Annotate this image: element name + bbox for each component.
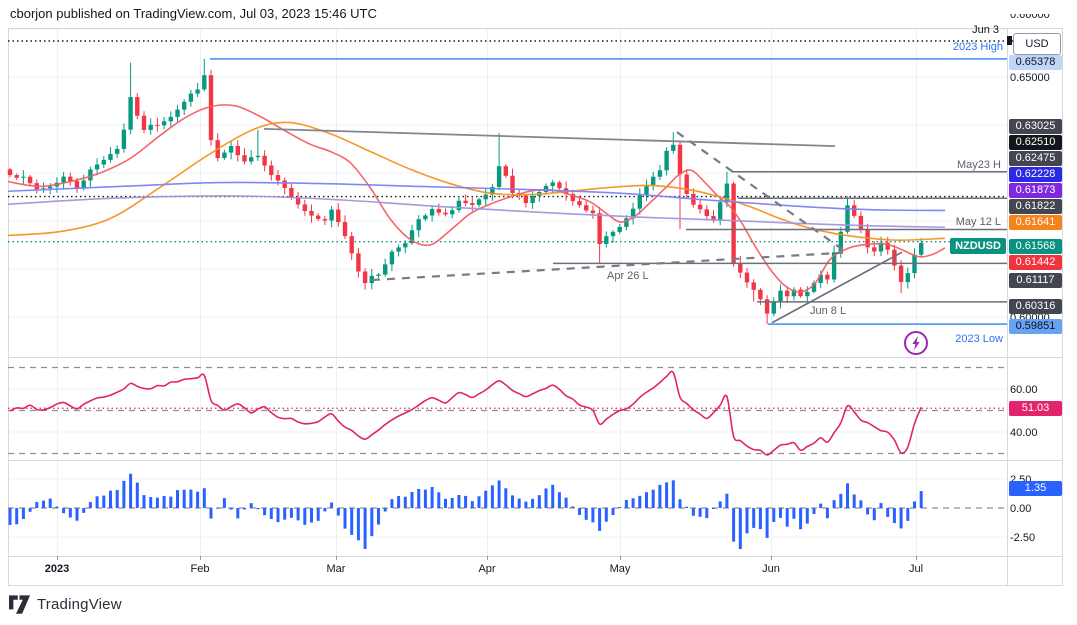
tradingview-logo-icon (9, 595, 30, 614)
tradingview-logo-text: TradingView (37, 596, 122, 613)
tradingview-logo[interactable]: TradingView (9, 595, 122, 614)
